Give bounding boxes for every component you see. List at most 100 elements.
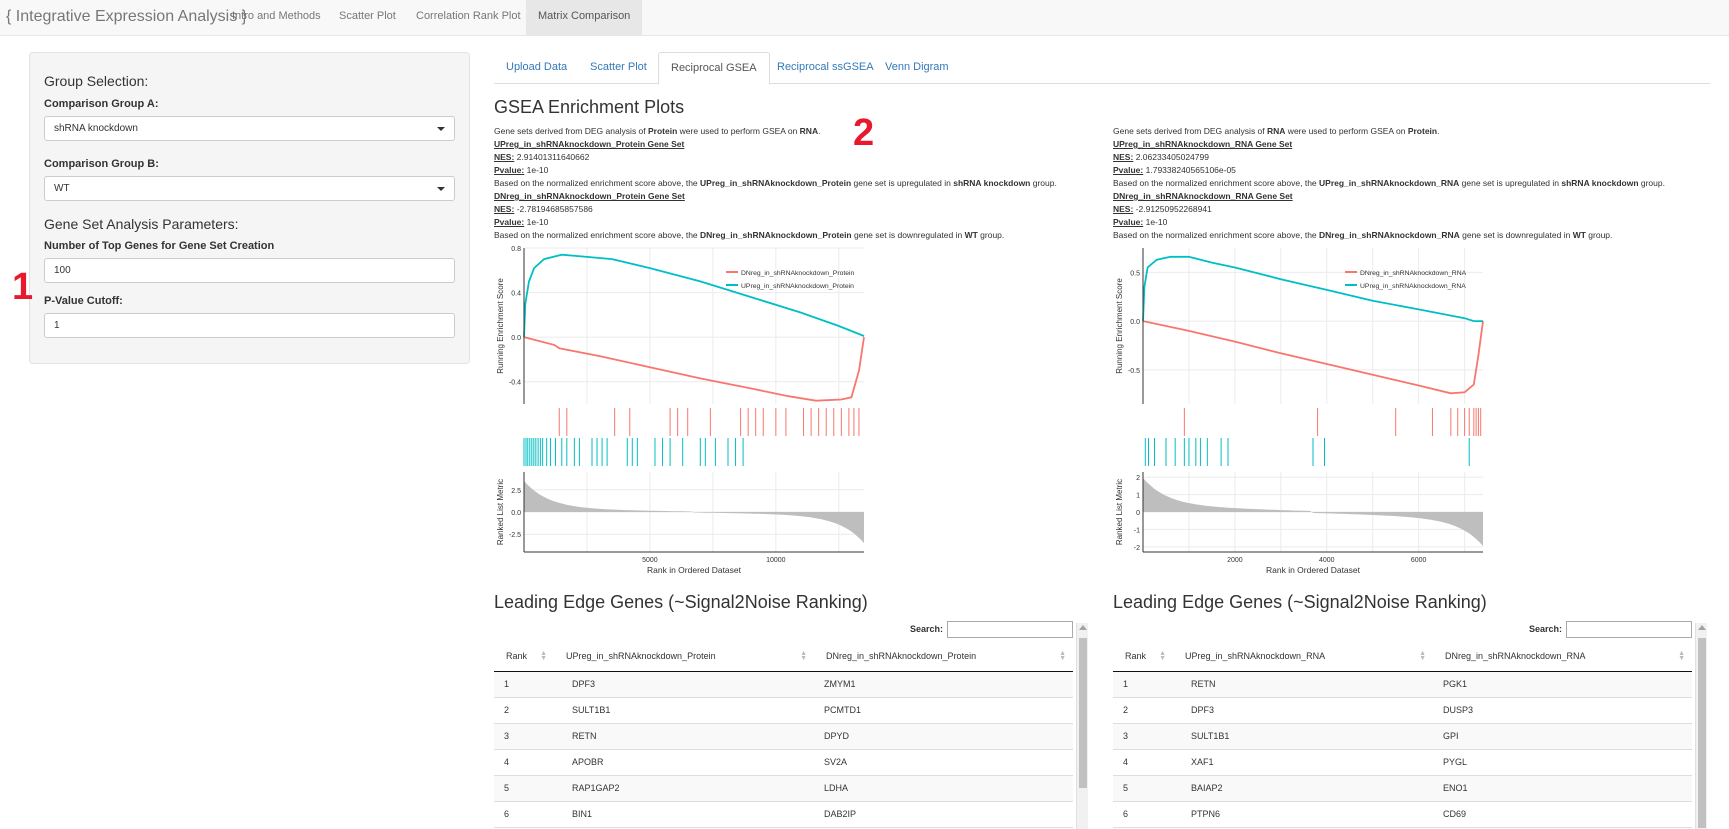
- table-row[interactable]: 3 RETN DPYD: [494, 723, 1073, 750]
- top-genes-input[interactable]: 100: [44, 258, 455, 283]
- metric-tick-label: -2.5: [509, 532, 521, 539]
- upreg-gene-cell: RETN: [1173, 671, 1433, 698]
- dnreg-gene-cell: ENO1: [1433, 775, 1692, 802]
- legend-label: DNreg_in_shRNAknockdown_RNA: [1360, 270, 1467, 277]
- metric-y-axis-label: Ranked List Metric: [1115, 479, 1124, 545]
- es-tick-label: 0.5: [1130, 270, 1140, 277]
- table-row[interactable]: 3 SULT1B1 GPI: [1113, 723, 1692, 750]
- rank-cell: 5: [494, 775, 554, 802]
- left-leading-edge-title: Leading Edge Genes (~Signal2Noise Rankin…: [494, 592, 868, 612]
- group-b-label: Comparison Group B:: [44, 158, 159, 170]
- metric-tick-label: 2.5: [511, 488, 521, 495]
- scroll-up-icon[interactable]: [1079, 625, 1087, 630]
- table-row[interactable]: 1 DPF3 ZMYM1: [494, 671, 1073, 698]
- upreg-gene-cell: DPF3: [554, 671, 814, 698]
- column-header-rank[interactable]: Rank ▲ ▼: [1113, 641, 1173, 672]
- left-gsea-description: Gene sets derived from DEG analysis of P…: [494, 126, 1057, 240]
- dnreg-gene-cell: DUSP3: [1433, 697, 1692, 724]
- column-header-upreg[interactable]: UPreg_in_shRNAknockdown_Protein ▲ ▼: [554, 641, 814, 672]
- scroll-thumb[interactable]: [1079, 638, 1087, 788]
- right-search-label: Search:: [1529, 624, 1563, 634]
- left-leading-edge-table: Rank ▲ ▼ UPreg_in_shRNAknockdown_Protein ▲ ▼…: [494, 641, 1073, 828]
- x-tick-label: 4000: [1319, 557, 1335, 564]
- dnreg-gene-cell: PGK1: [1433, 671, 1692, 698]
- right-table-scrollbar[interactable]: [1695, 623, 1707, 829]
- left-table-scrollbar[interactable]: [1076, 623, 1088, 829]
- rank-cell: 5: [1113, 775, 1173, 802]
- x-axis-label: Rank in Ordered Dataset: [647, 565, 742, 575]
- table-row[interactable]: 5 BAIAP2 ENO1: [1113, 775, 1692, 802]
- nav-tab-correlation[interactable]: Correlation Rank Plot: [416, 10, 521, 22]
- table-row[interactable]: 2 SULT1B1 PCMTD1: [494, 697, 1073, 724]
- table-row[interactable]: 6 BIN1 DAB2IP: [494, 801, 1073, 828]
- nav-tab-scatter[interactable]: Scatter Plot: [339, 10, 396, 22]
- table-row[interactable]: 2 DPF3 DUSP3: [1113, 697, 1692, 724]
- legend-label: UPreg_in_shRNAknockdown_RNA: [1360, 283, 1466, 290]
- es-tick-label: 0.0: [1130, 319, 1140, 326]
- metric-tick-label: -1: [1134, 527, 1140, 534]
- dnreg-gene-cell: LDHA: [814, 775, 1073, 802]
- params-heading: Gene Set Analysis Parameters:: [44, 216, 239, 232]
- table-row[interactable]: 1 RETN PGK1: [1113, 671, 1692, 698]
- scroll-thumb[interactable]: [1698, 638, 1706, 828]
- chevron-down-icon: [437, 127, 445, 131]
- nav-tab-matrix[interactable]: Matrix Comparison: [526, 0, 643, 35]
- upreg-gene-cell: RAP1GAP2: [554, 775, 814, 802]
- column-header-upreg[interactable]: UPreg_in_shRNAknockdown_RNA ▲ ▼: [1173, 641, 1433, 672]
- dnreg-gene-cell: PYGL: [1433, 749, 1692, 776]
- top-genes-label: Number of Top Genes for Gene Set Creatio…: [44, 240, 275, 252]
- scroll-up-icon[interactable]: [1698, 625, 1706, 630]
- tab-upload-data[interactable]: Upload Data: [506, 61, 568, 73]
- right-search-input[interactable]: [1566, 621, 1692, 638]
- table-row[interactable]: 4 APOBR SV2A: [494, 749, 1073, 776]
- upreg-gene-cell: APOBR: [554, 749, 814, 776]
- column-header-rank[interactable]: Rank ▲ ▼: [494, 641, 554, 672]
- metric-tick-label: 0.0: [511, 510, 521, 517]
- rank-cell: 4: [494, 749, 554, 776]
- sidebar-panel: Group Selection: Comparison Group A: shR…: [29, 52, 470, 364]
- dnreg-gene-cell: DAB2IP: [814, 801, 1073, 828]
- nav-tab-intro[interactable]: Intro and Methods: [232, 10, 321, 22]
- app-brand[interactable]: { Integrative Expression Analysis }: [6, 8, 248, 25]
- table-row[interactable]: 6 PTPN6 CD69: [1113, 801, 1692, 828]
- navbar: { Integrative Expression Analysis } Intr…: [0, 0, 1729, 36]
- gsea-title: GSEA Enrichment Plots: [494, 97, 685, 117]
- upreg-gene-cell: SULT1B1: [1173, 723, 1433, 750]
- es-tick-label: -0.4: [509, 380, 521, 387]
- ranked-metric-area: [524, 480, 864, 544]
- gsea-plot-protein-to-rna: 0.8 0.4 0.0 -0.4 2.5 0.0 -2.5 5000 10000 Rank in …: [496, 246, 865, 575]
- group-b-select[interactable]: WT: [44, 176, 455, 201]
- column-header-dnreg[interactable]: DNreg_in_shRNAknockdown_RNA ▲ ▼: [1433, 641, 1692, 672]
- tab-scatter-plot[interactable]: Scatter Plot: [590, 61, 647, 73]
- tab-reciprocal-gsea[interactable]: Reciprocal GSEA: [658, 52, 770, 85]
- group-a-value: shRNA knockdown: [54, 123, 138, 134]
- pvalue-input[interactable]: 1: [44, 313, 455, 338]
- dnreg-gene-cell: ZMYM1: [814, 671, 1073, 698]
- tab-reciprocal-ssgsea[interactable]: Reciprocal ssGSEA: [777, 61, 874, 73]
- upreg-gene-cell: RETN: [554, 723, 814, 750]
- legend-label: UPreg_in_shRNAknockdown_Protein: [741, 283, 854, 290]
- gsea-plot-rna-to-protein: 0.5 0.0 -0.5 2 1 0 -1 -2 2000 4000 6000 Rank in Ord…: [1115, 248, 1484, 575]
- group-selection-heading: Group Selection:: [44, 73, 149, 89]
- table-row[interactable]: 5 RAP1GAP2 LDHA: [494, 775, 1073, 802]
- group-a-select[interactable]: shRNA knockdown: [44, 116, 455, 141]
- left-search-input[interactable]: [947, 621, 1073, 638]
- dnreg-gene-cell: PCMTD1: [814, 697, 1073, 724]
- x-tick-label: 5000: [642, 557, 658, 564]
- upreg-gene-cell: DPF3: [1173, 697, 1433, 724]
- dnreg-gene-cell: DPYD: [814, 723, 1073, 750]
- pvalue-label: P-Value Cutoff:: [44, 295, 123, 307]
- rank-cell: 6: [494, 801, 554, 828]
- es-curve-up: [523, 253, 865, 338]
- table-row[interactable]: 4 XAF1 PYGL: [1113, 749, 1692, 776]
- metric-tick-label: -2: [1134, 545, 1140, 552]
- metric-tick-label: 1: [1136, 493, 1140, 500]
- rank-cell: 1: [494, 671, 554, 698]
- column-header-dnreg[interactable]: DNreg_in_shRNAknockdown_Protein ▲ ▼: [814, 641, 1073, 672]
- es-tick-label: 0.8: [511, 246, 521, 253]
- rank-cell: 2: [1113, 697, 1173, 724]
- annotation-marker-2: 2: [853, 112, 875, 154]
- ranked-metric-area: [1143, 477, 1483, 547]
- dnreg-gene-cell: GPI: [1433, 723, 1692, 750]
- tab-venn-diagram[interactable]: Venn Digram: [885, 61, 949, 73]
